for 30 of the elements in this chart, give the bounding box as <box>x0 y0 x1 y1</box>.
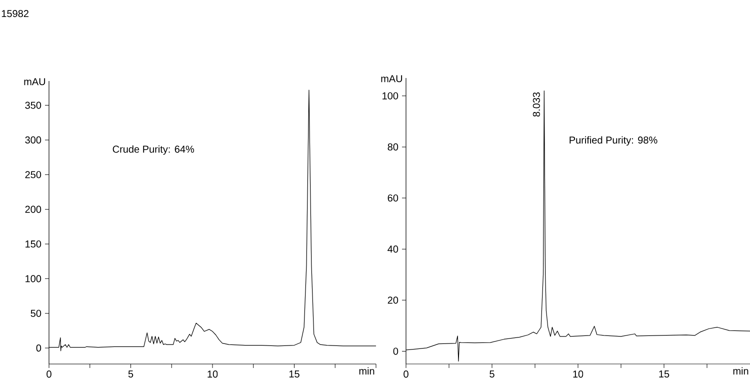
y-axis-title: mAU <box>381 75 402 82</box>
y-axis-title: mAU <box>24 78 46 86</box>
y-tick-label: 0 <box>36 344 42 352</box>
annotation: Purified Purity: 98% <box>570 136 658 146</box>
x-tick-label: 5 <box>128 370 134 378</box>
y-tick-label: 300 <box>25 136 42 144</box>
x-tick-label: 0 <box>404 370 408 378</box>
x-tick-label: 15 <box>289 370 300 378</box>
y-tick-label: 80 <box>388 143 398 150</box>
annotation: Crude Purity: 64% <box>112 145 194 155</box>
x-tick-label: 0 <box>46 370 52 378</box>
y-tick-label: 100 <box>382 92 398 100</box>
y-tick-label: 40 <box>388 246 398 253</box>
y-tick-label: 60 <box>388 194 398 202</box>
x-tick-label: 10 <box>208 370 218 378</box>
y-tick-label: 100 <box>26 275 42 282</box>
annotation: 8.033 <box>532 92 540 117</box>
x-tick-label: 5 <box>490 370 494 378</box>
y-tick-label: 20 <box>388 296 398 304</box>
y-tick-label: 50 <box>30 310 42 317</box>
y-tick-label: 250 <box>25 171 42 178</box>
y-tick-label: 150 <box>26 240 42 248</box>
y-tick-label: 200 <box>25 206 42 213</box>
x-axis-title: min <box>733 367 748 374</box>
y-tick-label: 0 <box>393 348 398 355</box>
x-axis-title: min <box>359 367 374 374</box>
x-tick-label: 10 <box>573 370 584 378</box>
y-tick-label: 350 <box>25 102 42 109</box>
x-tick-label: 15 <box>659 370 670 378</box>
text: 15982 <box>2 10 28 18</box>
